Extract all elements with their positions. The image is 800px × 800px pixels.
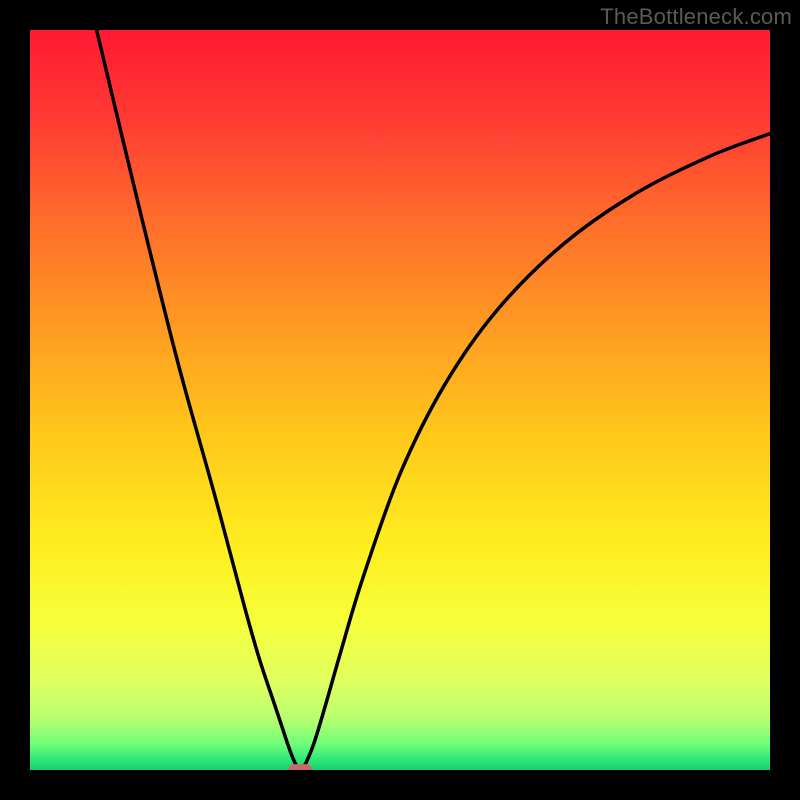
chart-frame: TheBottleneck.com: [0, 0, 800, 800]
watermark-text: TheBottleneck.com: [600, 4, 792, 30]
optimum-marker: [288, 764, 312, 770]
plot-area: [30, 30, 770, 770]
plot-border: [0, 0, 800, 800]
bottleneck-curve: [30, 30, 770, 770]
